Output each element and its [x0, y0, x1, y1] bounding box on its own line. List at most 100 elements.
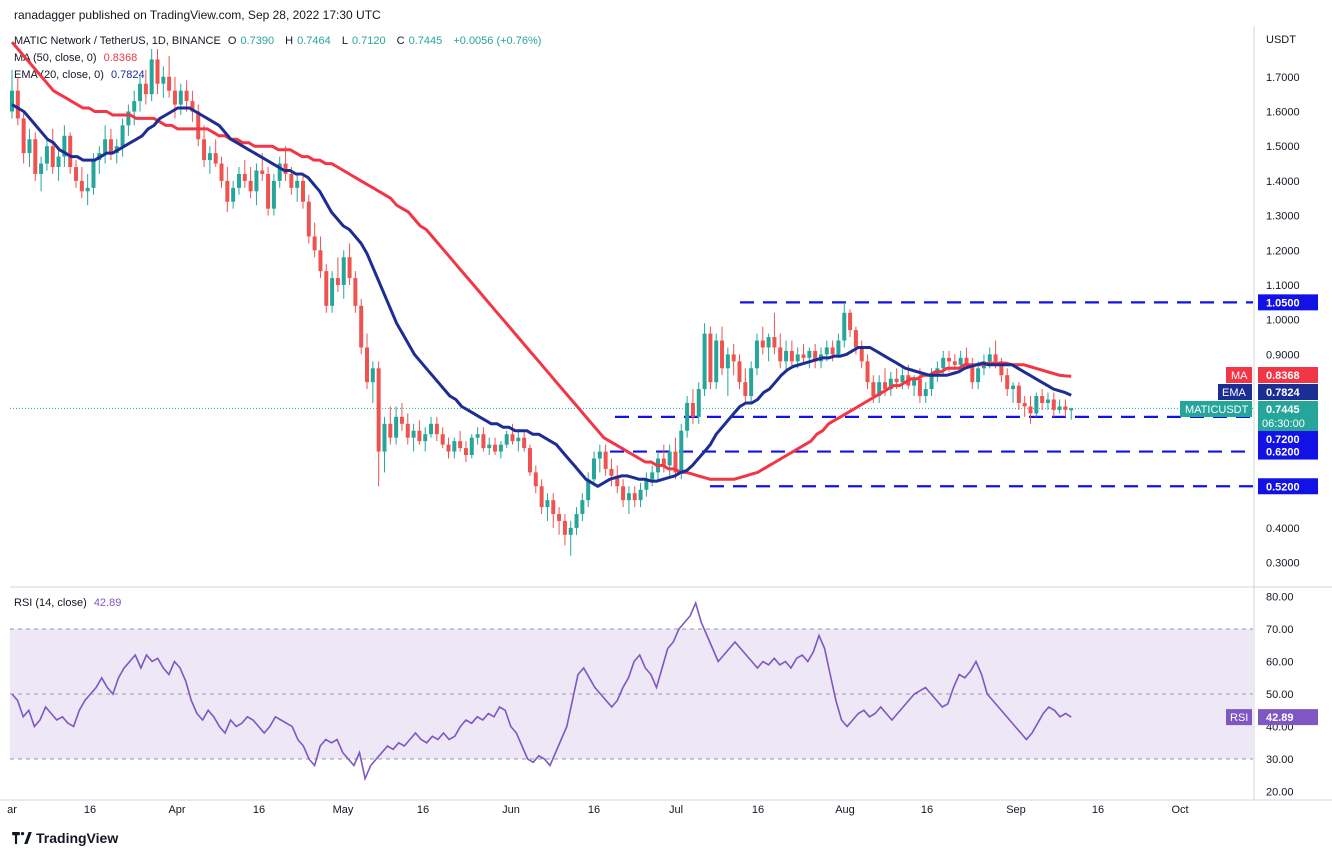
candle-body: [708, 333, 713, 383]
open-value: 0.7390: [240, 35, 275, 47]
rsi-tick-label: 50.00: [1266, 689, 1294, 701]
level-label-bg: [1258, 430, 1318, 447]
candle-body: [27, 139, 32, 154]
level-label: 0.5200: [1266, 481, 1300, 493]
candle-body: [1028, 406, 1033, 414]
level-label: 1.0500: [1266, 297, 1300, 309]
symbol-tag: MATICUSDT: [1185, 404, 1249, 416]
candle-body: [510, 434, 515, 442]
ema-20-line: [11, 103, 1072, 488]
candle-body: [632, 493, 637, 501]
candle-body: [685, 402, 690, 431]
candle-body: [353, 278, 358, 306]
price-tick-label: 1.4000: [1266, 176, 1300, 188]
candle-body: [545, 500, 550, 508]
ma-legend[interactable]: MA (50, close, 0) 0.8368: [14, 51, 141, 65]
candle-body: [644, 479, 649, 490]
candle-body: [731, 354, 736, 362]
candle-body: [434, 423, 439, 435]
rsi-legend-value: 42.89: [93, 597, 122, 609]
candle-body: [260, 170, 265, 174]
candle-body: [784, 350, 789, 362]
candle-body: [167, 76, 172, 91]
candle-body: [795, 354, 800, 362]
time-tick-label: 16: [921, 804, 933, 816]
candle-body: [964, 357, 969, 365]
candle-body: [143, 83, 148, 95]
candle-body: [696, 389, 701, 417]
time-tick-label: 16: [752, 804, 764, 816]
candle-body: [481, 434, 486, 449]
candle-body: [830, 347, 835, 355]
ohlc-change: +0.0056 (+0.76%): [453, 35, 542, 47]
rsi-legend-label: RSI (14, close): [14, 597, 87, 609]
candle-body: [469, 437, 474, 456]
price-tick-label: 0.9000: [1266, 349, 1300, 361]
rsi-line: [11, 600, 1072, 782]
footer-brand-text: TradingView: [36, 830, 119, 846]
ma-value-label: 0.8368: [1266, 370, 1300, 382]
candle-body: [271, 180, 276, 209]
low-value: 0.7120: [351, 35, 386, 47]
candle-body: [603, 451, 608, 469]
last-price-bg: [1258, 401, 1318, 431]
candle-body: [714, 340, 719, 383]
candle-body: [947, 357, 952, 362]
footer-brand[interactable]: TradingView: [12, 830, 118, 846]
ma-legend-value: 0.8368: [103, 52, 138, 64]
candle-body: [155, 59, 160, 84]
candle-body: [463, 448, 468, 456]
candle-body: [458, 441, 463, 449]
candle-body: [970, 364, 975, 383]
candle-body: [976, 368, 981, 383]
candle-body: [551, 500, 556, 515]
candle-body: [347, 257, 352, 279]
candle-body: [365, 347, 370, 383]
candle-body: [498, 444, 503, 452]
candle-body: [504, 434, 509, 445]
price-tick-label: 1.0000: [1266, 315, 1300, 327]
rsi-legend[interactable]: RSI (14, close) 42.89: [14, 596, 125, 610]
candle-body: [1045, 399, 1050, 403]
candle-body: [487, 444, 492, 449]
candle-body: [68, 135, 73, 168]
time-tick-label: 16: [253, 804, 265, 816]
candle-body: [39, 163, 44, 174]
candle-body: [1040, 396, 1045, 403]
time-tick-label: ar: [7, 804, 17, 816]
candle-body: [423, 434, 428, 442]
candle-body: [824, 347, 829, 355]
candle-body: [85, 187, 90, 192]
ema-tag: EMA: [1222, 387, 1247, 399]
candle-body: [202, 139, 207, 161]
candle-body: [411, 430, 416, 438]
candle-body: [941, 357, 946, 369]
symbol-tag-bg: [1180, 401, 1252, 417]
candle-body: [650, 472, 655, 480]
candle-body: [516, 437, 521, 442]
rsi-tag-bg: [1226, 709, 1252, 726]
time-tick-label: May: [333, 804, 354, 816]
candle-body: [295, 180, 300, 188]
candle-body: [184, 90, 189, 102]
candle-body: [533, 472, 538, 487]
candle-body: [725, 354, 730, 369]
level-label-bg: [1258, 443, 1318, 460]
candle-body: [172, 90, 177, 105]
candle-body: [737, 361, 742, 383]
candle-body: [842, 312, 847, 341]
candle-body: [178, 90, 183, 105]
low-label: L: [341, 35, 348, 47]
candle-body: [196, 111, 201, 140]
candle-body: [120, 125, 125, 147]
candle-body: [900, 375, 905, 383]
price-tick-label: 1.3000: [1266, 211, 1300, 223]
candle-body: [848, 312, 853, 331]
ohlc-open: O 0.7390: [228, 35, 278, 47]
tradingview-logo-icon: [12, 832, 32, 844]
price-tick-label: 1.7000: [1266, 72, 1300, 84]
candle-body: [690, 402, 695, 417]
candle-body: [574, 514, 579, 528]
